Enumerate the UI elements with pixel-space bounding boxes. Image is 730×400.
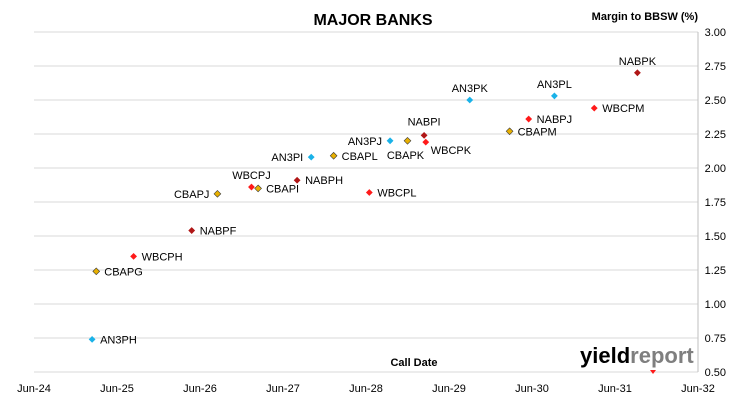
svg-text:yieldreport: yieldreport bbox=[580, 343, 694, 368]
x-tick-label: Jun-32 bbox=[681, 383, 715, 395]
chart-title: MAJOR BANKS bbox=[313, 12, 432, 29]
x-tick-label: Jun-31 bbox=[598, 383, 632, 395]
y-tick-label: 3.00 bbox=[705, 27, 726, 39]
y-tick-label: 1.75 bbox=[705, 197, 726, 209]
data-label-nabph: NABPH bbox=[305, 175, 343, 187]
data-point-an3pk bbox=[466, 96, 474, 104]
y-tick-label: 2.50 bbox=[705, 95, 726, 107]
data-point-nabpi bbox=[420, 131, 428, 139]
data-label-cbapm: CBAPM bbox=[518, 126, 557, 138]
y-tick-label: 1.00 bbox=[705, 299, 726, 311]
data-point-cbapg bbox=[92, 267, 101, 276]
data-point-an3pl bbox=[551, 92, 558, 100]
y-tick-label: 0.50 bbox=[705, 367, 726, 379]
x-tick-label: Jun-28 bbox=[349, 383, 383, 395]
logo-part1: yield bbox=[580, 343, 630, 368]
data-point-an3ph bbox=[88, 335, 96, 343]
logo-part2: report bbox=[630, 343, 694, 368]
y-tick-label: 1.25 bbox=[705, 265, 726, 277]
data-label-wbcpk: WBCPK bbox=[431, 145, 472, 157]
data-label-nabpi: NABPI bbox=[408, 116, 441, 128]
x-tick-label: Jun-30 bbox=[515, 383, 549, 395]
data-point-wbcpm bbox=[590, 104, 598, 112]
data-labels: AN3PH AN3PI AN3PJ AN3PK AN3PL CBAPG CBAPJ CBAPI… bbox=[100, 56, 657, 347]
y-tick-label: 0.75 bbox=[705, 333, 726, 345]
data-label-wbcpl: WBCPL bbox=[377, 187, 416, 199]
yieldreport-logo: yieldreport bbox=[580, 343, 694, 374]
data-point-wbcpj bbox=[248, 183, 255, 191]
data-point-wbcpl bbox=[365, 189, 373, 196]
data-point-cbapm bbox=[505, 127, 514, 136]
data-points bbox=[88, 69, 641, 343]
y-tick-label: 2.00 bbox=[705, 163, 726, 175]
data-point-nabpj bbox=[525, 115, 533, 123]
x-tick-label: Jun-26 bbox=[183, 383, 217, 395]
data-label-wbcpm: WBCPM bbox=[602, 103, 644, 115]
y-tick-label: 2.75 bbox=[705, 61, 726, 73]
data-label-cbapj: CBAPJ bbox=[174, 189, 209, 201]
data-label-cbapl: CBAPL bbox=[342, 151, 378, 163]
data-point-cbapk bbox=[403, 136, 412, 145]
data-point-cbapl bbox=[329, 151, 338, 160]
gridlines bbox=[34, 31, 698, 373]
data-label-an3pl: AN3PL bbox=[537, 79, 572, 91]
data-label-nabpj: NABPJ bbox=[537, 114, 572, 126]
x-axis-label: Call Date bbox=[390, 357, 437, 369]
data-point-wbcph bbox=[130, 253, 137, 260]
data-label-an3pj: AN3PJ bbox=[348, 136, 382, 148]
y-tick-labels: 0.50 0.75 1.00 1.25 1.50 1.75 2.00 2.25 2.50 2.75… bbox=[705, 27, 726, 379]
data-label-an3pi: AN3PI bbox=[271, 152, 303, 164]
data-label-cbapi: CBAPI bbox=[266, 183, 299, 195]
data-label-cbapg: CBAPG bbox=[104, 266, 143, 278]
x-tick-label: Jun-29 bbox=[432, 383, 466, 395]
x-tick-labels: Jun-24 Jun-25 Jun-26 Jun-27 Jun-28 Jun-29 Jun-… bbox=[17, 383, 715, 395]
data-point-nabpk bbox=[634, 69, 641, 77]
logo-marker-icon bbox=[650, 370, 656, 374]
y-axis-label: Margin to BBSW (%) bbox=[592, 11, 699, 23]
data-point-nabph bbox=[293, 176, 301, 184]
data-label-cbapk: CBAPK bbox=[387, 150, 425, 162]
x-tick-label: Jun-25 bbox=[100, 383, 134, 395]
x-tick-label: Jun-24 bbox=[17, 383, 51, 395]
data-label-nabpk: NABPK bbox=[619, 56, 657, 68]
data-point-cbapi bbox=[254, 184, 262, 193]
data-label-an3ph: AN3PH bbox=[100, 334, 137, 346]
data-label-an3pk: AN3PK bbox=[452, 83, 489, 95]
data-point-an3pi bbox=[307, 153, 315, 161]
data-label-wbcph: WBCPH bbox=[142, 251, 183, 263]
data-point-an3pj bbox=[386, 137, 394, 145]
x-tick-label: Jun-27 bbox=[266, 383, 300, 395]
data-point-cbapj bbox=[213, 190, 222, 198]
data-point-wbcpk bbox=[422, 138, 430, 146]
y-tick-label: 1.50 bbox=[705, 231, 726, 243]
data-label-nabpf: NABPF bbox=[200, 226, 237, 238]
y-tick-label: 2.25 bbox=[705, 129, 726, 141]
data-label-wbcpj: WBCPJ bbox=[232, 170, 271, 182]
data-point-nabpf bbox=[188, 227, 196, 234]
